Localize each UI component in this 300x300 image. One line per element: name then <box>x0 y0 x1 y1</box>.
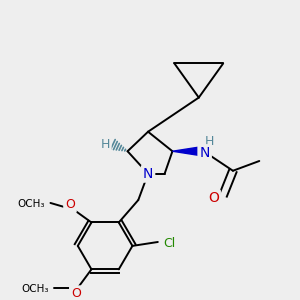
Text: H: H <box>100 138 110 151</box>
Text: O: O <box>208 191 219 205</box>
Text: N: N <box>143 167 153 181</box>
Text: N: N <box>200 146 210 160</box>
Polygon shape <box>172 146 204 156</box>
Text: OCH₃: OCH₃ <box>17 199 45 209</box>
Text: OCH₃: OCH₃ <box>21 284 49 294</box>
Text: Cl: Cl <box>164 237 175 250</box>
Text: H: H <box>205 135 214 148</box>
Text: O: O <box>71 287 81 300</box>
Text: O: O <box>65 198 75 212</box>
